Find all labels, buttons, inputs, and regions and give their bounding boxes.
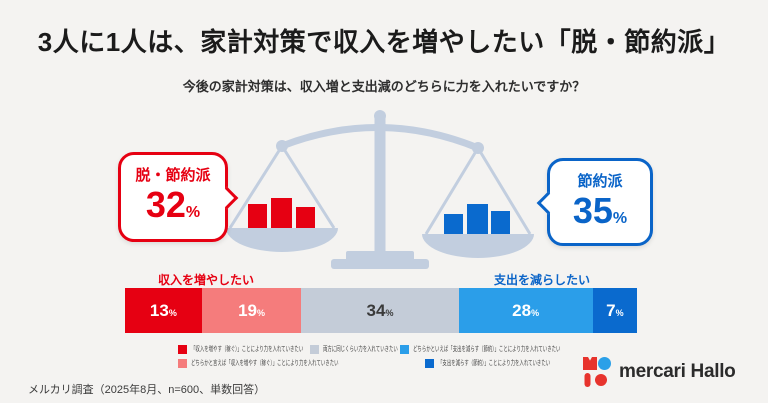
right-bar-2 <box>467 204 488 234</box>
mercari-hallo-logo-icon <box>583 357 611 387</box>
bar-segment-unit: % <box>168 307 177 318</box>
right-bar-1 <box>444 214 463 234</box>
left-bar-3 <box>296 207 315 228</box>
bar-segment-unit: % <box>615 307 624 318</box>
bar-segment-unit: % <box>531 307 540 318</box>
legend-row-2: どちらかと言えば「収入を増やす（稼ぐ）」ことにより力を入れていきたい 「支出を減ら… <box>178 358 658 369</box>
legend-label: どちらかといえば「支出を減らす（節約）」ことにより力を入れていきたい <box>413 346 561 353</box>
bar-segment-value: 34 <box>366 300 386 320</box>
legend-item: どちらかといえば「支出を減らす（節約）」ことにより力を入れていきたい <box>400 344 647 354</box>
left-bar-2 <box>271 198 292 228</box>
bar-segment-value: 28 <box>512 300 532 320</box>
right-pan-bars <box>444 204 510 234</box>
legend-swatch <box>425 358 434 368</box>
left-pan-bars <box>248 198 315 228</box>
bar-segment-unit: % <box>257 307 266 318</box>
callout-left-label: 脱・節約派 <box>135 167 211 184</box>
scale-right-pan <box>422 234 534 258</box>
stacked-bar: 13% 19% 34% 28% 7% <box>125 288 638 333</box>
legend-label: 「収入を増やす（稼ぐ）」ことにより力を入れていきたい <box>191 346 304 353</box>
survey-source-note: メルカリ調査（2025年8月、n=600、単数回答） <box>28 384 266 396</box>
bar-segment: 28% <box>458 288 593 333</box>
bar-segment: 34% <box>301 288 459 333</box>
legend-swatch <box>310 344 319 354</box>
left-bar-1 <box>248 204 267 228</box>
bar-segment: 13% <box>125 288 202 333</box>
legend-label: 両方に同じくらい力を入れていきたい <box>323 346 398 353</box>
callout-dachi-setsuyaku: 脱・節約派 32% <box>118 152 228 242</box>
survey-question: 今後の家計対策は、収入増と支出減のどちらに力を入れたいですか？ <box>182 79 586 94</box>
scale-base-upper <box>346 251 414 261</box>
bar-segment-value: 19 <box>238 300 258 320</box>
callout-right-label: 節約派 <box>577 173 623 190</box>
legend-swatch <box>178 344 187 354</box>
balance-scale-svg <box>226 110 534 269</box>
page-title: 3人に1人は、家計対策で収入を増やしたい「脱・節約派」 <box>37 27 731 57</box>
legend-item: どちらかと言えば「収入を増やす（稼ぐ）」ことにより力を入れていきたい <box>178 358 425 368</box>
right-bar-3 <box>491 211 510 234</box>
mercari-hallo-logo: mercari Hallo <box>583 357 736 387</box>
callout-setsuyaku: 節約派 35% <box>547 158 653 246</box>
legend-label: どちらかと言えば「収入を増やす（稼ぐ）」ことにより力を入れていきたい <box>191 360 339 367</box>
mercari-hallo-logo-text: mercari Hallo <box>619 361 736 382</box>
scale-base-lower <box>331 259 429 269</box>
increase-income-label: 収入を増やしたい <box>158 273 255 287</box>
bar-segment: 19% <box>201 288 302 333</box>
reduce-expense-label: 支出を減らしたい <box>494 273 591 287</box>
scale-left-pan <box>226 228 338 252</box>
legend-item: 「収入を増やす（稼ぐ）」ことにより力を入れていきたい <box>178 344 369 354</box>
scale-top-knob <box>374 110 386 122</box>
balance-scale-illustration <box>180 106 600 270</box>
callout-right-unit: % <box>612 210 628 227</box>
scale-left-strings <box>228 145 336 229</box>
bar-segment-value: 13 <box>149 300 169 320</box>
legend-swatch <box>178 358 187 368</box>
callout-left-unit: % <box>185 204 201 221</box>
legend-item: 「支出を減らす（節約）」ことにより力を入れていきたい <box>425 358 616 368</box>
scale-right-strings <box>424 147 532 235</box>
scale-pole <box>374 116 386 260</box>
callout-left-value: 32 <box>145 184 186 225</box>
legend-swatch <box>400 344 409 354</box>
bar-segment: 7% <box>592 288 638 333</box>
callout-right-value: 35 <box>572 190 613 231</box>
legend-label: 「支出を減らす（節約）」ことにより力を入れていきたい <box>438 360 551 367</box>
scale-center-joint <box>371 118 389 136</box>
legend-row-1: 「収入を増やす（稼ぐ）」ことにより力を入れていきたい 両方に同じくらい力を入れてい… <box>178 344 658 355</box>
bar-segment-unit: % <box>385 307 394 318</box>
legend-item: 両方に同じくらい力を入れていきたい <box>310 344 442 354</box>
bar-segment-value: 7 <box>606 300 616 320</box>
